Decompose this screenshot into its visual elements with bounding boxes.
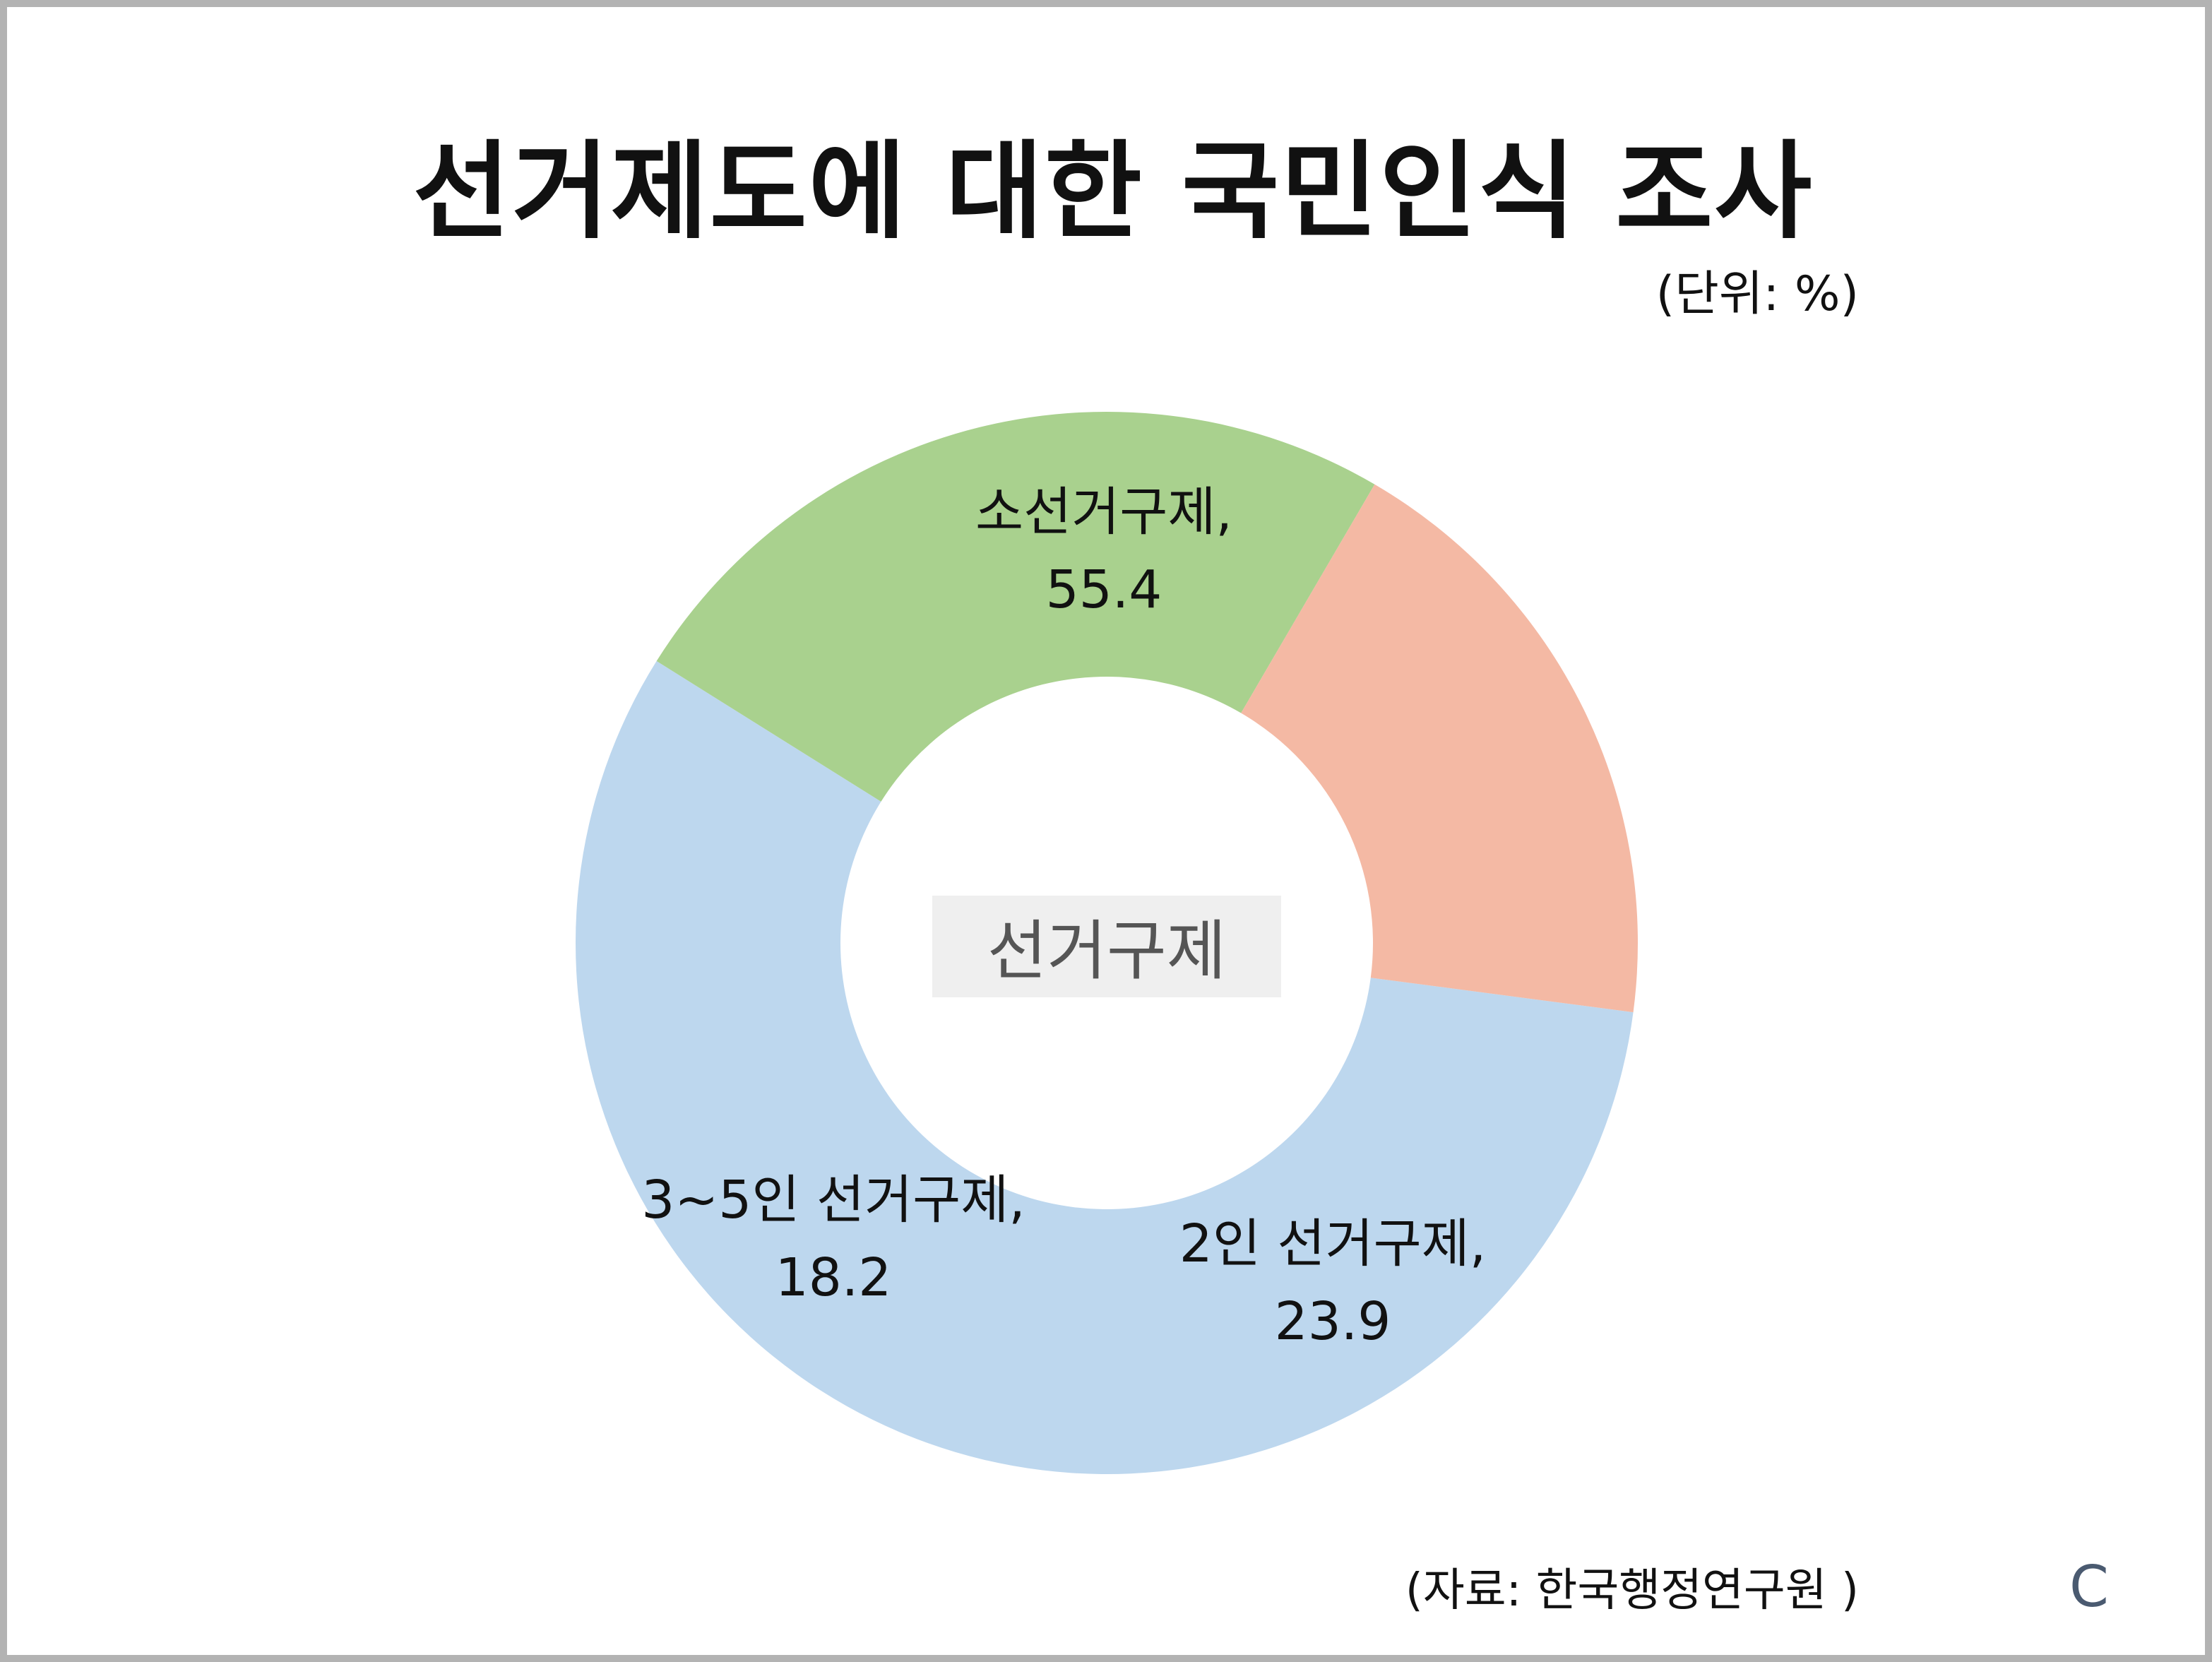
slice-label-2: 2인 선거구제, xyxy=(1179,1213,1487,1274)
unit-note: (단위: %) xyxy=(1655,266,1859,322)
center-label-box xyxy=(932,896,1281,997)
slice-value-1: 55.4 xyxy=(1046,559,1163,620)
source-note: (자료: 한국행정연구원 ) xyxy=(1405,1565,1859,1617)
center-label: 선거구제 xyxy=(987,913,1227,989)
donut-slice-1 xyxy=(576,660,1634,1474)
chart-title: 선거제도에 대한 국민인식 조사 xyxy=(412,131,1814,254)
donut-slices xyxy=(576,412,1638,1474)
slice-label-1: 소선거구제, xyxy=(975,482,1232,542)
corner-mark: C xyxy=(2069,1554,2109,1620)
donut-slice-2 xyxy=(656,412,1375,802)
donut-slice-3 xyxy=(1241,484,1638,1013)
slice-labels: 소선거구제, 55.4 2인 선거구제, 23.9 3~5인 선거구제, 18.2 xyxy=(641,482,1486,1352)
donut-chart: 소선거구제, 55.4 2인 선거구제, 23.9 3~5인 선거구제, 18.2 선거구… xyxy=(576,412,1638,1474)
slice-value-3: 18.2 xyxy=(775,1247,892,1308)
slice-value-2: 23.9 xyxy=(1275,1291,1391,1352)
slice-label-3: 3~5인 선거구제, xyxy=(641,1170,1025,1230)
